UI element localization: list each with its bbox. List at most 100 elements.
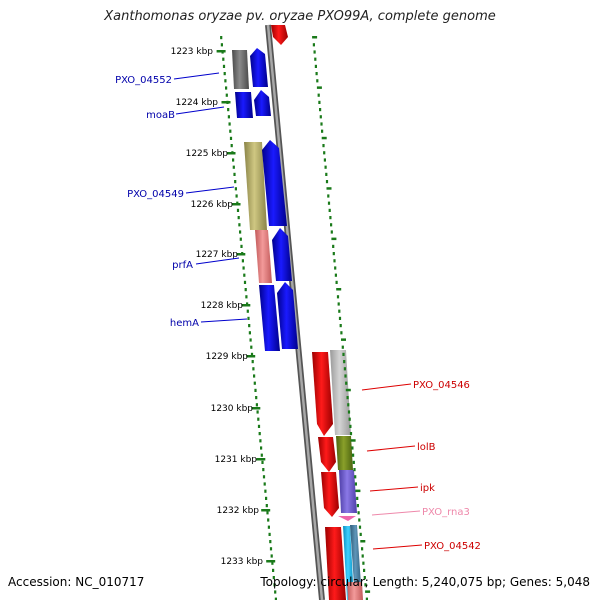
ruler-dash <box>269 540 272 544</box>
ruler-dash <box>253 374 256 378</box>
gene-moab[interactable] <box>235 92 253 118</box>
gene-prfa-pink[interactable] <box>255 230 272 283</box>
ruler-tick <box>226 152 236 155</box>
ruler-dash <box>233 172 236 176</box>
gene-moab-arrow[interactable] <box>254 90 271 116</box>
ruler-dash <box>229 136 233 140</box>
gene-pxo-rna3[interactable] <box>338 516 356 521</box>
ruler-dash <box>248 324 251 328</box>
track-dash <box>319 108 322 112</box>
track-dash <box>362 561 365 565</box>
track-dash <box>325 172 328 176</box>
track-dash <box>332 244 335 248</box>
ruler-dash <box>252 367 255 371</box>
ruler-dash <box>261 460 264 464</box>
gene-bottom-pink[interactable] <box>347 582 363 600</box>
track-dash <box>315 72 318 76</box>
gene-hema[interactable] <box>259 285 280 351</box>
track-dash <box>347 410 351 414</box>
gene-hema-arrow[interactable] <box>277 282 298 349</box>
tick-label: 1224 kbp <box>176 98 219 108</box>
track-dash <box>359 532 362 536</box>
gene-label-pxo-rna3[interactable]: PXO_rna3 <box>422 507 470 518</box>
ruler-tick <box>236 253 246 256</box>
track-dash <box>316 79 319 83</box>
track-dash <box>338 309 341 313</box>
ruler-dash <box>247 316 250 320</box>
gene-label-pxo-04549[interactable]: PXO_04549 <box>127 189 184 200</box>
track-dash <box>328 208 331 212</box>
track-dash <box>339 324 342 328</box>
track-dash <box>354 482 357 486</box>
track-dash <box>334 266 337 270</box>
ruler-dash <box>225 93 228 97</box>
gene-top-red[interactable] <box>271 25 288 45</box>
gene-label-pxo-04552[interactable]: PXO_04552 <box>115 75 172 86</box>
track-dash <box>363 576 366 580</box>
track-dash <box>342 352 345 356</box>
gene-label-prfa[interactable]: prfA <box>172 260 193 271</box>
gene-ipk-purple[interactable] <box>339 470 357 513</box>
ruler-dash <box>262 468 265 472</box>
ruler-dash <box>253 381 256 385</box>
gene-pxo-04542-cyan[interactable] <box>343 526 354 600</box>
track-dash <box>325 180 329 184</box>
gene-olive[interactable] <box>244 142 267 230</box>
ruler-dash <box>274 590 277 594</box>
gene-pxo-04549[interactable] <box>262 140 287 226</box>
track-dash <box>352 453 355 457</box>
ruler-tick <box>266 560 276 563</box>
ruler-dash <box>272 568 275 572</box>
ruler-dash <box>245 295 248 299</box>
track-dash <box>313 50 316 54</box>
gene-pxo-04546[interactable] <box>312 352 333 436</box>
gene-label-pxo-04542[interactable]: PXO_04542 <box>424 541 481 552</box>
left-gene-labels: PXO_04552 moaB PXO_04549 prfA hemA <box>115 75 199 329</box>
track-dash <box>337 302 340 306</box>
ruler-dash <box>234 180 237 184</box>
ruler-tick <box>231 203 241 206</box>
ruler-tick <box>261 509 271 512</box>
gene-label-ipk[interactable]: ipk <box>420 483 435 494</box>
gene-label-moab[interactable]: moaB <box>146 110 175 121</box>
gene-pxo-04542-steel[interactable] <box>350 525 362 600</box>
gene-label-hema[interactable]: hemA <box>170 318 199 329</box>
track-dash <box>364 583 367 587</box>
ruler-dash <box>272 576 275 580</box>
ruler-dash <box>223 72 226 76</box>
ruler-dash <box>271 561 274 565</box>
track-dash <box>314 64 317 68</box>
ruler-dash <box>268 532 271 536</box>
track-dash <box>327 201 331 205</box>
track-dash <box>341 345 344 349</box>
gene-lolb-green[interactable] <box>336 436 353 470</box>
gene-label-lolb[interactable]: lolB <box>417 442 436 453</box>
reverse-strand-genes[interactable] <box>271 25 363 600</box>
gene-prfa[interactable] <box>272 228 292 281</box>
tick-label: 1233 kbp <box>221 557 264 567</box>
gene-pxo-04552-arrow[interactable] <box>250 48 268 87</box>
tick-label: 1230 kbp <box>211 404 254 414</box>
ruler-tick <box>221 101 231 104</box>
track-dash <box>330 223 333 227</box>
gene-ipk[interactable] <box>321 472 339 517</box>
track-dash <box>351 446 354 450</box>
track-dash <box>360 540 366 543</box>
gene-label-pxo-04546[interactable]: PXO_04546 <box>413 380 470 391</box>
gene-lolb[interactable] <box>318 437 336 472</box>
ruler-dash <box>270 554 273 558</box>
track-dash <box>343 367 346 371</box>
gene-pxo-04546-gray[interactable] <box>330 350 351 435</box>
track-dash <box>358 525 362 529</box>
track-dash <box>319 115 322 119</box>
track-dash <box>343 360 346 364</box>
track-dash <box>347 403 350 407</box>
gene-pxo-04552[interactable] <box>232 50 249 89</box>
track-dash <box>349 432 353 436</box>
ruler-dash <box>255 403 258 407</box>
forward-strand-genes[interactable] <box>232 48 298 351</box>
ruler-dash <box>259 439 262 443</box>
track-dash <box>323 158 326 162</box>
gene-pxo-04542[interactable] <box>325 527 346 600</box>
